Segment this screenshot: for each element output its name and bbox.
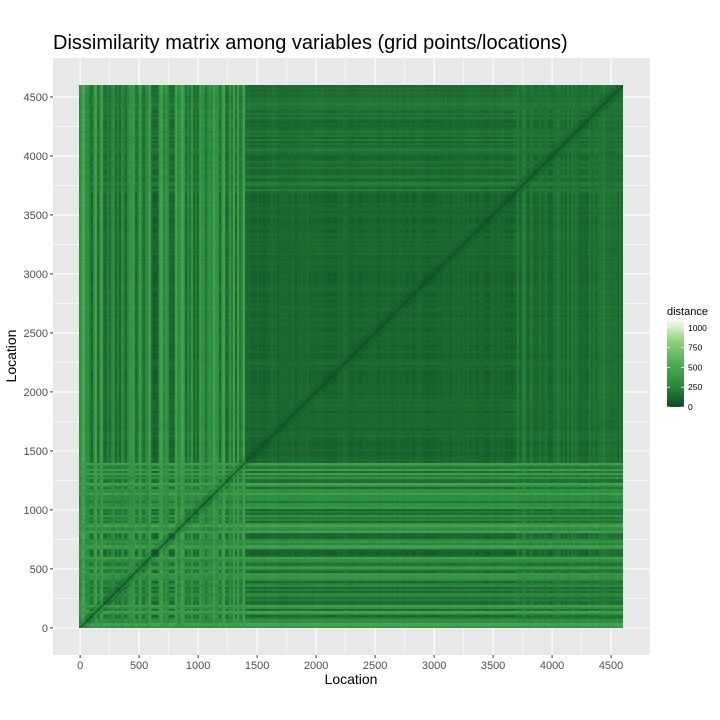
y-tick-label: 0 bbox=[42, 623, 48, 635]
y-tick-label: 1500 bbox=[24, 446, 48, 458]
y-axis-title: Location bbox=[3, 330, 19, 383]
y-tick-label: 4500 bbox=[24, 92, 48, 104]
heatmap-cells bbox=[79, 85, 623, 628]
legend-colorbar bbox=[667, 320, 684, 407]
legend-label: 0 bbox=[688, 402, 693, 412]
x-tick-label: 3500 bbox=[481, 660, 505, 672]
y-tick-label: 2500 bbox=[24, 328, 48, 340]
y-axis: 0 500 1000 1500 2000 2500 3000 3500 4000 4500 bbox=[24, 92, 53, 635]
x-tick-label: 4500 bbox=[599, 660, 623, 672]
x-tick-label: 0 bbox=[77, 660, 83, 672]
x-tick-label: 3000 bbox=[422, 660, 446, 672]
legend: distance 1000 750 500 250 0 bbox=[667, 306, 708, 412]
x-tick-label: 500 bbox=[130, 660, 148, 672]
x-tick-label: 2500 bbox=[363, 660, 387, 672]
x-tick-label: 1500 bbox=[245, 660, 269, 672]
x-tick-label: 2000 bbox=[304, 660, 328, 672]
x-axis-title: Location bbox=[325, 671, 378, 687]
legend-label: 250 bbox=[688, 382, 702, 392]
x-tick-label: 1000 bbox=[186, 660, 210, 672]
y-tick-label: 3500 bbox=[24, 210, 48, 222]
heatmap-region bbox=[79, 85, 623, 628]
chart-title: Dissimilarity matrix among variables (gr… bbox=[53, 32, 568, 54]
y-tick-label: 1000 bbox=[24, 505, 48, 517]
y-tick-label: 500 bbox=[30, 564, 48, 576]
y-tick-label: 3000 bbox=[24, 269, 48, 281]
y-tick-label: 2000 bbox=[24, 387, 48, 399]
legend-ticks: 1000 750 500 250 0 bbox=[667, 323, 707, 412]
legend-title: distance bbox=[667, 306, 708, 318]
x-axis: 0 500 1000 1500 2000 2500 3000 3500 4000 4500 bbox=[77, 655, 623, 672]
legend-label: 1000 bbox=[688, 323, 707, 333]
legend-label: 500 bbox=[688, 362, 702, 372]
x-tick-label: 4000 bbox=[540, 660, 564, 672]
y-tick-label: 4000 bbox=[24, 151, 48, 163]
legend-label: 750 bbox=[688, 343, 702, 353]
